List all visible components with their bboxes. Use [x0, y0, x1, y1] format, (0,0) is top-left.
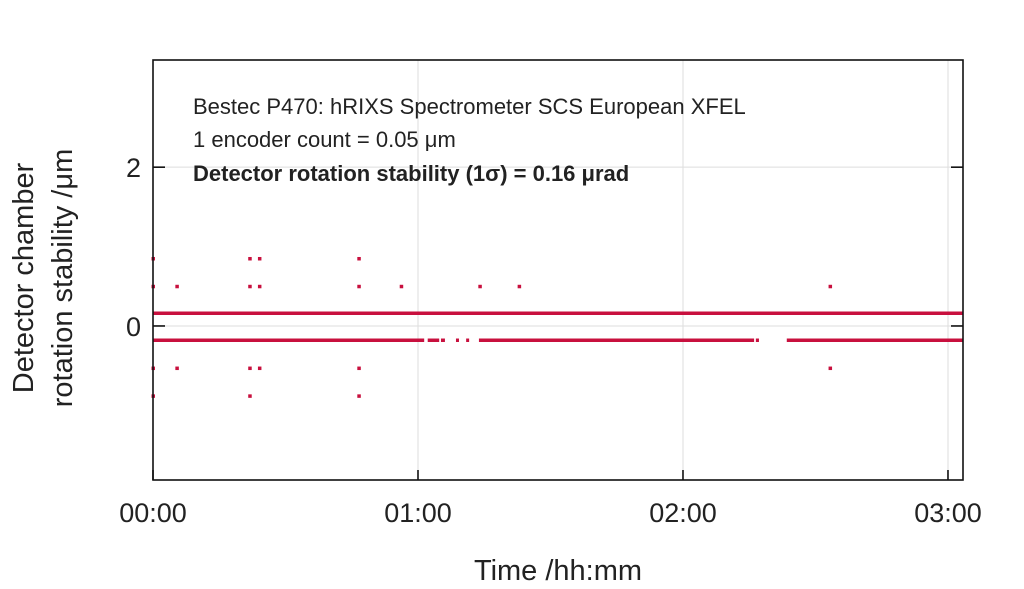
x-tick-label: 02:00 [649, 498, 717, 528]
data-point [257, 256, 262, 261]
y-axis-label-line2: rotation stability /μm [47, 149, 79, 407]
data-point [357, 256, 361, 261]
data-point [175, 366, 179, 371]
annotation-stability: Detector rotation stability (1σ) = 0.16 … [193, 161, 629, 186]
x-tick-label: 03:00 [914, 498, 982, 528]
grid [153, 60, 963, 480]
data-point [478, 284, 482, 289]
x-axis-label: Time /hh:mm [474, 555, 642, 587]
plot-frame [152, 59, 964, 481]
data-point [248, 256, 252, 261]
y-tick-label: 0 [126, 312, 141, 342]
annotation-title: Bestec P470: hRIXS Spectrometer SCS Euro… [193, 94, 746, 119]
data-point [257, 366, 262, 371]
data-point [517, 284, 522, 289]
y-tick-label: 2 [126, 153, 141, 183]
data-marks [151, 256, 963, 398]
data-point [175, 284, 179, 289]
annotation-encoder: 1 encoder count = 0.05 μm [193, 127, 456, 152]
data-point [357, 284, 361, 289]
data-point [828, 284, 833, 289]
data-point [357, 394, 361, 398]
x-tick-label: 00:00 [119, 498, 187, 528]
y-axis-label-line1: Detector chamber [8, 162, 40, 393]
data-point [248, 394, 252, 398]
data-point [828, 366, 833, 371]
data-point [248, 284, 252, 289]
data-point [248, 366, 252, 371]
data-point [257, 284, 262, 289]
ticks: 00:00 01:00 02:00 03:00 0 2 [119, 153, 982, 528]
x-tick-label: 01:00 [384, 498, 452, 528]
data-point [357, 366, 361, 371]
data-point [399, 284, 404, 289]
